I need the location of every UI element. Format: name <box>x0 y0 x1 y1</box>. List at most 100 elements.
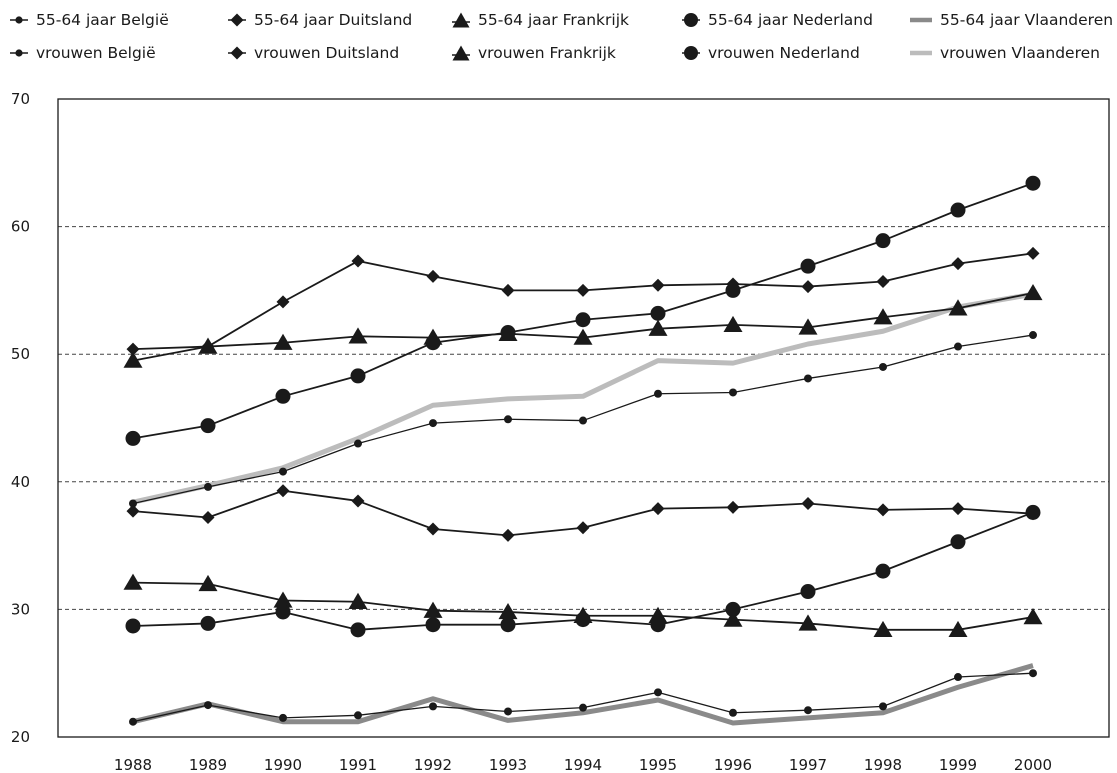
data-point <box>725 601 741 617</box>
y-tick-label: 30 <box>11 600 30 618</box>
legend-circle-icon <box>680 11 702 29</box>
data-point <box>426 269 440 283</box>
data-point <box>873 620 893 638</box>
data-point <box>798 614 818 631</box>
legend-item: 55-64 jaar België <box>8 7 169 33</box>
series-markers <box>123 175 1043 726</box>
data-point <box>279 713 287 722</box>
data-point <box>500 617 516 633</box>
series-line <box>132 663 1034 726</box>
data-point <box>725 282 741 298</box>
data-point <box>126 504 140 518</box>
data-point <box>1025 504 1041 520</box>
data-point <box>726 500 740 514</box>
data-point <box>951 502 965 516</box>
legend-label: vrouwen Vlaanderen <box>940 44 1100 62</box>
data-point <box>876 503 890 517</box>
data-point <box>875 563 891 579</box>
legend-diamond-icon <box>226 12 248 28</box>
data-point <box>126 342 140 356</box>
x-tick-label: 1994 <box>564 756 602 773</box>
data-point <box>429 419 437 428</box>
data-point <box>650 305 666 321</box>
legend: 55-64 jaar België 55-64 jaar Duitsland 5… <box>0 0 1117 80</box>
legend-diamond-icon <box>226 45 248 61</box>
data-point <box>873 308 893 325</box>
data-point <box>276 484 290 498</box>
y-tick-label: 60 <box>11 218 30 236</box>
data-point <box>354 711 362 720</box>
x-axis-ticks: 1988 1989 1990 1991 1992 1993 1994 1995 1996 1997… <box>114 756 1052 773</box>
data-point <box>573 328 593 345</box>
data-point <box>125 430 141 446</box>
data-point <box>129 717 137 726</box>
data-point <box>579 416 587 425</box>
data-point <box>198 574 218 592</box>
legend-item: 55-64 jaar Duitsland <box>226 7 412 33</box>
data-point <box>948 299 968 316</box>
data-point <box>501 283 515 297</box>
data-point <box>654 389 662 398</box>
legend-label: 55-64 jaar Frankrijk <box>478 11 629 29</box>
legend-label: 55-64 jaar Duitsland <box>254 11 413 29</box>
legend-item: vrouwen Nederland <box>680 40 860 66</box>
legend-small-dot-icon <box>8 45 30 61</box>
x-tick-label: 1989 <box>189 756 227 773</box>
data-point <box>575 312 591 328</box>
data-point <box>123 573 143 590</box>
data-point <box>200 615 216 631</box>
data-point <box>279 467 287 476</box>
data-point <box>800 258 816 274</box>
y-axis-ticks: 20 30 40 50 60 70 <box>11 90 30 746</box>
data-point <box>723 610 743 627</box>
legend-label: 55-64 jaar België <box>36 11 169 29</box>
legend-label: vrouwen Frankrijk <box>478 44 616 62</box>
data-point <box>204 701 212 710</box>
data-point <box>575 612 591 628</box>
data-point <box>423 601 443 618</box>
data-point <box>879 362 887 371</box>
data-point <box>723 315 743 333</box>
data-point <box>801 280 815 294</box>
data-point <box>350 368 366 384</box>
data-point <box>1026 246 1040 260</box>
data-point <box>650 617 666 633</box>
legend-label: vrouwen Nederland <box>708 44 860 62</box>
data-point <box>275 604 291 620</box>
data-point <box>198 337 218 354</box>
data-point <box>648 319 668 336</box>
data-point <box>951 257 965 271</box>
data-point <box>200 418 216 434</box>
legend-label: 55-64 jaar Nederland <box>708 11 873 29</box>
x-tick-label: 1991 <box>339 756 377 773</box>
data-point <box>950 202 966 218</box>
x-tick-label: 1990 <box>264 756 302 773</box>
data-point <box>425 335 441 351</box>
data-point <box>500 325 516 341</box>
series-lines <box>132 182 1034 726</box>
data-point <box>576 283 590 297</box>
data-point <box>950 534 966 550</box>
y-tick-label: 50 <box>11 345 30 363</box>
data-point <box>123 351 143 368</box>
data-point <box>798 318 818 335</box>
legend-small-dot-icon <box>8 12 30 28</box>
legend-item: vrouwen Vlaanderen <box>908 40 1100 66</box>
x-tick-label: 1999 <box>939 756 977 773</box>
data-point <box>1025 175 1041 191</box>
plot-area-frame <box>57 98 1110 738</box>
data-point <box>800 584 816 600</box>
legend-light-gray-line-icon <box>908 45 934 61</box>
data-point <box>276 295 290 309</box>
data-point <box>651 278 665 292</box>
data-point <box>804 706 812 715</box>
y-tick-label: 70 <box>11 90 30 108</box>
legend-item: 55-64 jaar Nederland <box>680 7 873 33</box>
legend-label: vrouwen Duitsland <box>254 44 400 62</box>
data-point <box>275 388 291 404</box>
x-tick-label: 1996 <box>714 756 752 773</box>
data-point <box>729 388 737 397</box>
x-tick-label: 1993 <box>489 756 527 773</box>
legend-item: vrouwen Duitsland <box>226 40 399 66</box>
legend-label: vrouwen België <box>36 44 156 62</box>
